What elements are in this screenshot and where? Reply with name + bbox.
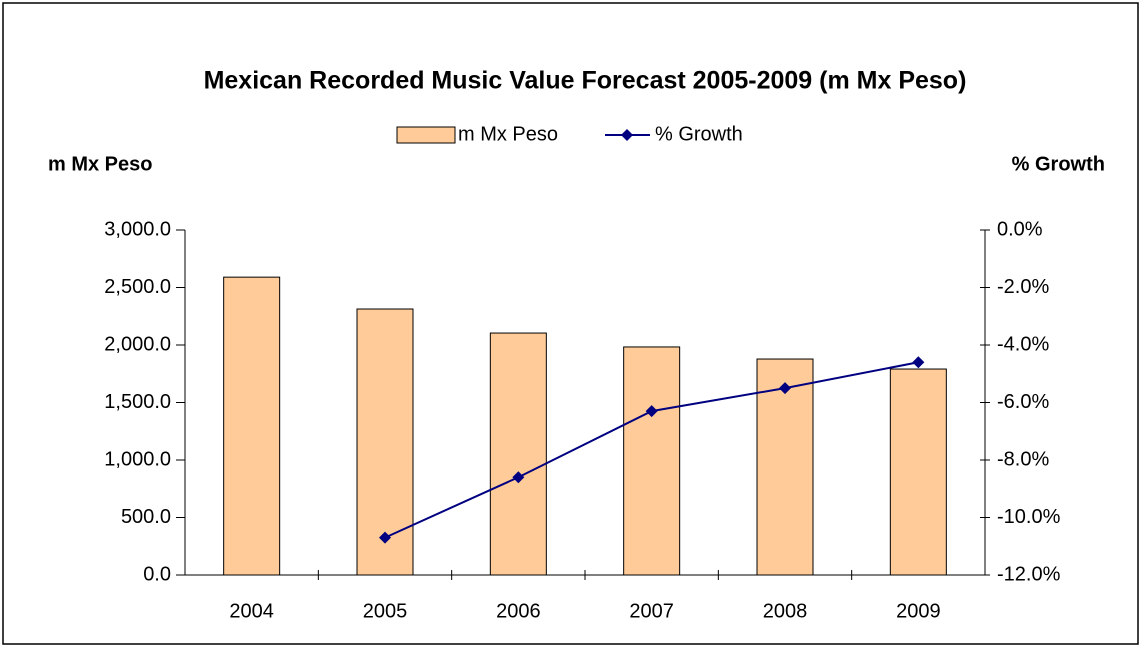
bar: [623, 346, 681, 576]
x-tick-label: 2007: [629, 600, 674, 622]
x-tick-label: 2008: [763, 600, 808, 622]
y2-axis-title: % Growth: [1012, 153, 1105, 175]
marker: [779, 382, 791, 395]
y-tick-label: 3,000.0: [104, 218, 171, 240]
y-tick-label: 1,000.0: [104, 448, 171, 470]
chart-title: Mexican Recorded Music Value Forecast 20…: [204, 67, 967, 95]
marker: [379, 531, 391, 544]
y2-tick-label: -2.0%: [997, 276, 1049, 298]
y-tick-label: 2,500.0: [104, 276, 171, 298]
x-tick-label: 2004: [229, 600, 274, 622]
legend-swatch: [396, 126, 456, 144]
y-tick-label: 500.0: [121, 506, 171, 528]
y2-tick-label: -8.0%: [997, 448, 1049, 470]
y2-tick-label: -12.0%: [997, 563, 1061, 585]
y2-tick-label: -4.0%: [997, 333, 1049, 355]
marker: [912, 356, 925, 369]
bar: [756, 358, 814, 576]
y-tick-label: 1,500.0: [104, 391, 171, 413]
legend-marker: [621, 129, 633, 141]
y-axis-title: m Mx Peso: [48, 153, 152, 175]
bar: [889, 368, 947, 576]
y2-tick-label: -6.0%: [997, 391, 1049, 413]
y2-tick-label: -10.0%: [997, 506, 1061, 528]
x-tick-label: 2009: [896, 600, 941, 622]
marker: [645, 405, 658, 418]
x-tick-label: 2005: [363, 600, 408, 622]
x-tick-label: 2006: [496, 600, 541, 622]
bar: [356, 308, 414, 576]
legend-label: % Growth: [655, 123, 743, 145]
legend-label: m Mx Peso: [458, 123, 558, 145]
bar: [223, 276, 281, 576]
y-tick-label: 2,000.0: [104, 333, 171, 355]
y-tick-label: 0.0: [143, 563, 171, 585]
marker: [512, 471, 525, 484]
bar: [489, 332, 547, 576]
y2-tick-label: 0.0%: [997, 218, 1043, 240]
